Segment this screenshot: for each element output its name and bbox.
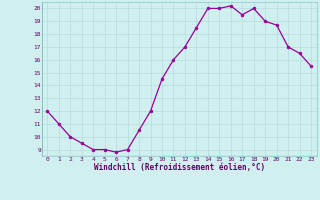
X-axis label: Windchill (Refroidissement éolien,°C): Windchill (Refroidissement éolien,°C) [94, 163, 265, 172]
